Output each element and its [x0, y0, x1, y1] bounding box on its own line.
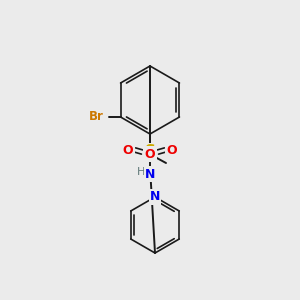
Text: N: N: [145, 167, 155, 181]
Text: O: O: [123, 143, 133, 157]
Text: O: O: [145, 148, 155, 160]
Text: S: S: [145, 145, 155, 160]
Text: H: H: [137, 167, 145, 177]
Text: N: N: [150, 190, 160, 203]
Text: Br: Br: [89, 110, 104, 124]
Text: O: O: [167, 143, 177, 157]
